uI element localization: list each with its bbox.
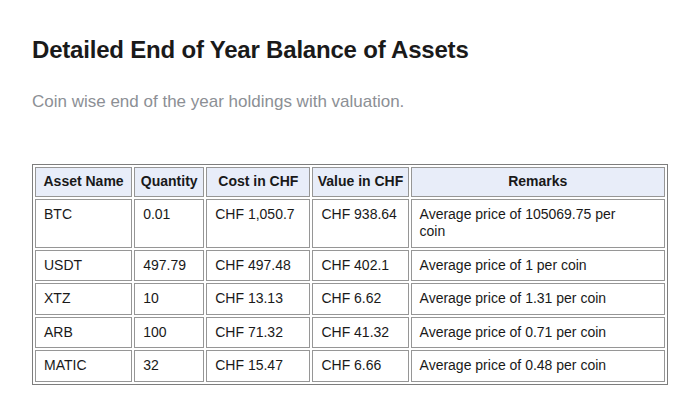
cell-value: CHF 402.1 xyxy=(312,250,408,282)
cell-remarks: Average price of 0.48 per coin xyxy=(411,350,665,382)
table-row: XTZ 10 CHF 13.13 CHF 6.62 Average price … xyxy=(35,283,665,315)
table-row: USDT 497.79 CHF 497.48 CHF 402.1 Average… xyxy=(35,250,665,282)
cell-asset-name: USDT xyxy=(35,250,132,282)
header-row: Asset Name Quantity Cost in CHF Value in… xyxy=(35,167,665,197)
remarks-text: Average price of 105069.75 per coin xyxy=(420,206,635,241)
page-subtitle: Coin wise end of the year holdings with … xyxy=(32,91,670,112)
col-header-quantity: Quantity xyxy=(134,167,204,197)
cell-quantity: 10 xyxy=(134,283,204,315)
cell-asset-name: BTC xyxy=(35,199,132,248)
remarks-text: Average price of 0.48 per coin xyxy=(420,357,607,375)
col-header-value-chf: Value in CHF xyxy=(312,167,408,197)
remarks-text: Average price of 0.71 per coin xyxy=(420,324,607,342)
cell-cost: CHF 497.48 xyxy=(206,250,310,282)
table-row: BTC 0.01 CHF 1,050.7 CHF 938.64 Average … xyxy=(35,199,665,248)
cell-quantity: 100 xyxy=(134,317,204,349)
cell-remarks: Average price of 0.71 per coin xyxy=(411,317,665,349)
cell-value: CHF 938.64 xyxy=(312,199,408,248)
cell-remarks: Average price of 1.31 per coin xyxy=(411,283,665,315)
assets-table-header: Asset Name Quantity Cost in CHF Value in… xyxy=(35,167,665,197)
table-row: ARB 100 CHF 71.32 CHF 41.32 Average pric… xyxy=(35,317,665,349)
cell-remarks: Average price of 105069.75 per coin xyxy=(411,199,665,248)
cell-cost: CHF 15.47 xyxy=(206,350,310,382)
assets-table-body: BTC 0.01 CHF 1,050.7 CHF 938.64 Average … xyxy=(35,199,665,382)
remarks-text: Average price of 1.31 per coin xyxy=(420,290,607,308)
cell-value: CHF 6.62 xyxy=(312,283,408,315)
col-header-remarks: Remarks xyxy=(411,167,665,197)
remarks-text: Average price of 1 per coin xyxy=(420,257,587,275)
cell-asset-name: XTZ xyxy=(35,283,132,315)
assets-table: Asset Name Quantity Cost in CHF Value in… xyxy=(32,164,668,385)
document-page: Detailed End of Year Balance of Assets C… xyxy=(0,0,700,385)
cell-asset-name: ARB xyxy=(35,317,132,349)
cell-value: CHF 41.32 xyxy=(312,317,408,349)
cell-cost: CHF 1,050.7 xyxy=(206,199,310,248)
cell-cost: CHF 13.13 xyxy=(206,283,310,315)
col-header-asset-name: Asset Name xyxy=(35,167,132,197)
cell-remarks: Average price of 1 per coin xyxy=(411,250,665,282)
table-row: MATIC 32 CHF 15.47 CHF 6.66 Average pric… xyxy=(35,350,665,382)
cell-value: CHF 6.66 xyxy=(312,350,408,382)
cell-cost: CHF 71.32 xyxy=(206,317,310,349)
cell-quantity: 497.79 xyxy=(134,250,204,282)
page-title: Detailed End of Year Balance of Assets xyxy=(32,36,670,65)
cell-quantity: 0.01 xyxy=(134,199,204,248)
cell-asset-name: MATIC xyxy=(35,350,132,382)
col-header-cost-chf: Cost in CHF xyxy=(206,167,310,197)
cell-quantity: 32 xyxy=(134,350,204,382)
